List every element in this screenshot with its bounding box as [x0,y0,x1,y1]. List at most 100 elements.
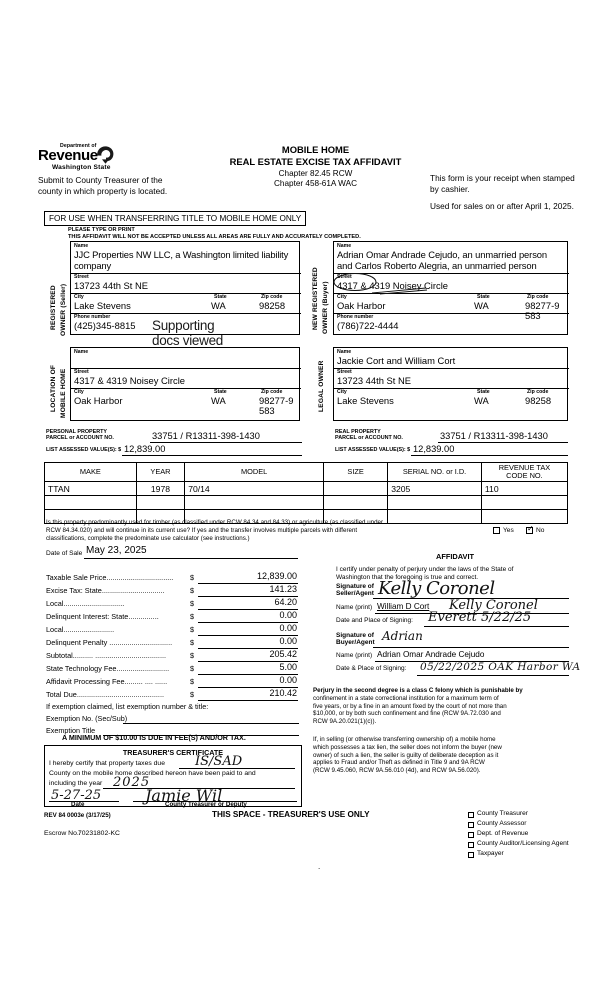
perjury-paragraph-2: If, in selling (or otherwise transferrin… [313,736,571,775]
treasurer-use-only-text: THIS SPACE - TREASURER'S USE ONLY [212,810,370,819]
instruction-line-2: THIS AFFIDAVIT WILL NOT BE ACCEPTED UNLE… [68,234,361,240]
mobile-home-details-table: MAKE YEAR MODEL SIZE SERIAL NO. or I.D. … [44,462,569,524]
seller-state-label: State [214,294,227,300]
submit-instruction: Submit to County Treasurer of the county… [38,175,228,196]
cell-size [323,481,389,496]
escrow-label: Escrow No.: [44,830,81,837]
legal-street-label: Street [337,369,352,375]
cell-year [135,495,186,510]
perjury-paragraph-1: Perjury in the second degree is a class … [313,687,571,726]
seller-name-value: JJC Properties NW LLC, a Washington limi… [74,249,300,272]
registered-owner-seller-box: Name JJC Properties NW LLC, a Washington… [70,241,301,335]
table-row [44,509,569,524]
money-value-taxable-sale-price: 12,839.00 [256,571,297,581]
date-of-sale-value: May 23, 2025 [86,545,147,556]
perjury-p1-line-5: RCW 9A.20.021(1)(c)). [313,718,377,726]
buyer-date-place-handwritten: 05/22/2025 OAK Harbor WA [420,661,581,673]
timber-question-line-1: Is this property predominantly used for … [46,519,384,526]
distribution-checkbox-taxpayer[interactable] [468,852,474,858]
seller-city-value: Lake Stevens [74,300,131,311]
money-value-state-technology-fee: 5.00 [279,662,297,672]
print-instructions: PLEASE TYPE OR PRINT THIS AFFIDAVIT WILL… [68,227,361,241]
form-title-line-2: REAL ESTATE EXCISE TAX AFFIDAVIT [229,155,402,167]
document-header: Department of Revenue Washington State S… [38,143,575,215]
exemption-intro: If exemption claimed, list exemption num… [46,702,209,711]
distribution-checkbox-dept-of-revenue[interactable] [468,832,474,838]
money-dollar-5: $ [190,638,195,647]
real-assessed-value: 12,839.00 [413,444,455,454]
personal-property-label-1: PERSONAL PROPERTY [46,429,108,435]
personal-parcel-number: 33751 / R13311-398-1430 [152,431,260,441]
distribution-checkbox-county-auditor[interactable] [468,842,474,848]
money-value-excise-tax-local: 64.20 [274,597,297,607]
treasurers-certificate-title: TREASURER'S CERTIFICATE [122,748,224,757]
stamp-line-2: docs viewed [152,333,223,348]
money-dollar-1: $ [190,586,195,595]
used-for-sales-note: Used for sales on or after April 1, 2025… [430,201,574,211]
cell-model [184,495,325,510]
form-chapter-refs: Chapter 82.45 RCW Chapter 458-61A WAC [208,169,423,189]
real-assessed-label: LIST ASSESSED VALUE(S): $ [335,447,411,453]
location-street-label: Street [74,369,89,375]
side-label-mobile-home: MOBILE HOME [60,368,67,418]
treasurer-line-2: County on the mobile home described here… [49,770,256,777]
wa-dor-logo: Department of Revenue Washington State S… [38,143,167,196]
perjury-p2-line-5: (RCW 9.45.060, RCW 9A.56.010 (4d), and R… [313,767,481,775]
form-title-line-1: MOBILE HOME [281,144,350,155]
seller-phone-label: Phone number [74,314,111,320]
side-label-registered-owner-1: REGISTERED [50,285,57,330]
treasurer-year-handwritten: 2025 [113,775,151,790]
certify-line-1: I certify under penalty of perjury under… [336,566,514,573]
timber-yes-checkbox[interactable] [493,527,500,534]
receipt-note: This form is your receipt when stamped b… [430,173,600,194]
real-property-label-1: REAL PROPERTY [335,429,381,435]
legal-street-value: 13723 44th St NE [337,375,412,386]
legal-zip-label: Zip code [527,389,549,395]
exemption-title-label: Exemption Title [46,726,96,735]
col-header-revenue-tax-code: REVENUE TAX CODE NO. [480,462,569,482]
instruction-line-1: PLEASE TYPE OR PRINT [68,227,135,233]
timber-question-line-2: RCW 84.34.020) and will continue in its … [46,526,358,534]
side-label-new-registered-owner-2: OWNER (Buyer) [322,281,329,334]
treasurer-signature-handwritten: Jamie Wil [145,786,223,805]
chapter-line-2: Chapter 458-61A WAC [274,179,357,189]
seller-name-print-handwritten: Kelly Coronel [449,598,538,613]
legal-state-label: State [477,389,490,395]
cell-year [135,509,186,524]
treasurer-county-handwritten: IS/SAD [195,754,243,769]
distribution-checkbox-county-treasurer[interactable] [468,812,474,818]
legal-zip-value: 98258 [525,395,552,406]
real-parcel-number: 33751 / R13311-398-1430 [440,431,548,441]
perjury-p2-line-4: applies to Fraud and/or Theft as defined… [313,759,485,767]
money-label-8: Affidavit Processing Fee......... .... .… [46,677,168,686]
perjury-p1-line-2: confinement in a state correctional inst… [313,694,499,702]
money-dollar-9: $ [190,690,195,699]
cell-revenue-code [480,495,569,510]
logo-revenue-text: Revenue [38,147,98,164]
timber-no-checkbox[interactable] [526,525,534,534]
money-label-4: Local......................... [46,625,115,634]
handwritten-circle-annotation [331,272,379,292]
distribution-checkbox-county-assessor[interactable] [468,822,474,828]
handwritten-strikeout-annotation [370,285,430,295]
money-dollar-3: $ [190,612,195,621]
new-registered-owner-buyer-box: Name Adrian Omar Andrade Cejudo, an unma… [333,241,569,335]
money-label-2: Local.............................. [46,599,125,608]
money-label-3: Delinquent Interest: State..............… [46,612,159,621]
buyer-city-value: Oak Harbor [337,300,386,311]
for-use-banner-text: FOR USE WHEN TRANSFERRING TITLE TO MOBIL… [49,214,302,223]
escrow-value: 70231802-KC [78,830,120,837]
timber-question-line-3: classifications, complete the predominat… [46,534,250,542]
buyer-state-value: WA [474,300,489,311]
cell-model: 70/14 [184,481,325,496]
buyer-street-label: Street [337,274,352,280]
col-header-size: SIZE [323,462,389,482]
personal-assessed-label: LIST ASSESSED VALUE(S): $ [46,447,122,453]
exemption-no-label: Exemption No. (Sec/Sub) [46,714,128,723]
money-dollar-6: $ [190,651,195,660]
cell-year: 1978 [135,481,186,496]
table-header-row: MAKE YEAR MODEL SIZE SERIAL NO. or I.D. … [44,462,569,482]
buyer-name-print-label: Name (print) [336,652,373,659]
location-city-value: Oak Harbor [74,395,123,406]
side-label-registered-owner-2: OWNER (Seller) [60,283,67,336]
